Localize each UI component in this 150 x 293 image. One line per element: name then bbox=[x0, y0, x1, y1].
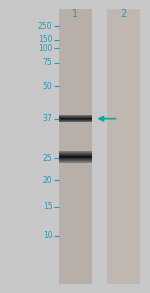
Bar bbox=[58, 162, 92, 163]
Bar bbox=[58, 118, 92, 119]
Bar bbox=[58, 118, 92, 119]
Bar bbox=[58, 156, 92, 157]
Bar bbox=[58, 158, 92, 159]
Text: 50: 50 bbox=[43, 82, 52, 91]
Bar bbox=[58, 151, 92, 152]
Bar bbox=[58, 151, 92, 152]
Bar bbox=[58, 121, 92, 122]
Text: 250: 250 bbox=[38, 22, 52, 31]
Bar bbox=[106, 9, 140, 284]
Bar bbox=[58, 117, 92, 118]
Text: 37: 37 bbox=[43, 114, 52, 123]
Bar bbox=[58, 117, 92, 118]
Bar bbox=[58, 119, 92, 120]
Bar bbox=[58, 161, 92, 162]
Bar bbox=[58, 160, 92, 161]
Bar bbox=[58, 152, 92, 153]
Text: 75: 75 bbox=[43, 59, 52, 67]
Bar bbox=[58, 121, 92, 122]
Bar bbox=[58, 159, 92, 160]
Bar bbox=[58, 121, 92, 122]
Bar bbox=[58, 9, 92, 284]
Text: 100: 100 bbox=[38, 44, 52, 53]
Bar bbox=[58, 120, 92, 121]
Bar bbox=[58, 154, 92, 155]
Bar bbox=[58, 154, 92, 155]
Text: 10: 10 bbox=[43, 231, 52, 240]
Bar bbox=[58, 152, 92, 153]
Bar bbox=[58, 157, 92, 158]
Bar bbox=[58, 119, 92, 120]
Bar bbox=[58, 161, 92, 162]
Bar bbox=[58, 158, 92, 159]
Bar bbox=[58, 157, 92, 158]
Bar bbox=[58, 153, 92, 154]
Bar bbox=[58, 116, 92, 117]
Bar bbox=[58, 115, 92, 116]
Text: 20: 20 bbox=[43, 176, 52, 185]
Text: 150: 150 bbox=[38, 35, 52, 44]
Text: 2: 2 bbox=[120, 9, 126, 19]
Bar bbox=[58, 120, 92, 121]
Bar bbox=[58, 155, 92, 156]
Bar bbox=[58, 160, 92, 161]
Bar bbox=[58, 118, 92, 119]
Bar bbox=[58, 117, 92, 118]
Text: 1: 1 bbox=[72, 9, 78, 19]
Text: 25: 25 bbox=[43, 154, 52, 163]
Bar bbox=[58, 155, 92, 156]
Bar bbox=[58, 116, 92, 117]
Bar bbox=[58, 116, 92, 117]
Text: 15: 15 bbox=[43, 202, 52, 211]
Bar bbox=[58, 153, 92, 154]
Bar bbox=[58, 156, 92, 157]
Bar bbox=[58, 159, 92, 160]
Bar bbox=[58, 120, 92, 121]
Bar bbox=[58, 162, 92, 163]
